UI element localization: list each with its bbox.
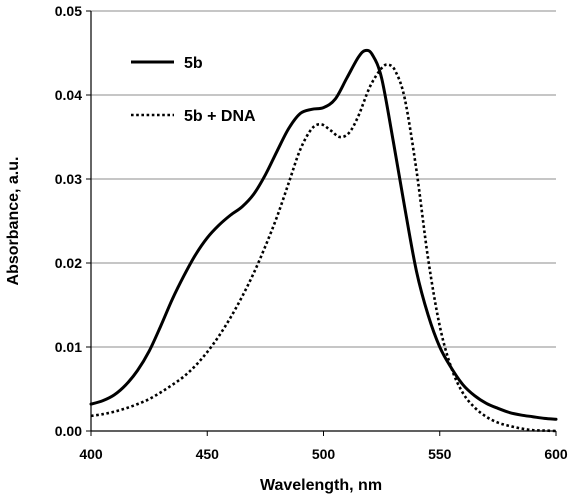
y-tick-label: 0.03	[55, 171, 82, 187]
axes	[86, 10, 557, 436]
x-tick-label: 450	[196, 446, 220, 462]
y-tick-labels: 0.00 0.01 0.02 0.03 0.04 0.05	[55, 3, 82, 439]
x-tick-labels: 400 450 500 550 600	[79, 446, 568, 462]
x-tick-label: 500	[312, 446, 336, 462]
y-tick-label: 0.04	[55, 87, 82, 103]
x-axis-title: Wavelength, nm	[260, 477, 382, 494]
legend-label: 5b	[184, 55, 203, 72]
x-tick-label: 400	[79, 446, 103, 462]
y-tick-label: 0.05	[55, 3, 82, 19]
gridlines	[91, 10, 556, 348]
x-tick-label: 600	[544, 446, 568, 462]
legend-label: 5b + DNA	[184, 108, 256, 125]
series-line-5b	[89, 48, 558, 421]
legend: 5b 5b + DNA	[131, 55, 256, 125]
y-tick-label: 0.01	[55, 339, 82, 355]
y-axis-title: Absorbance, a.u.	[5, 157, 22, 286]
series-line-5b-dna	[90, 63, 557, 433]
data-series	[89, 48, 558, 433]
y-tick-label: 0.00	[55, 423, 82, 439]
x-tick-label: 550	[428, 446, 452, 462]
y-tick-label: 0.02	[55, 255, 82, 271]
